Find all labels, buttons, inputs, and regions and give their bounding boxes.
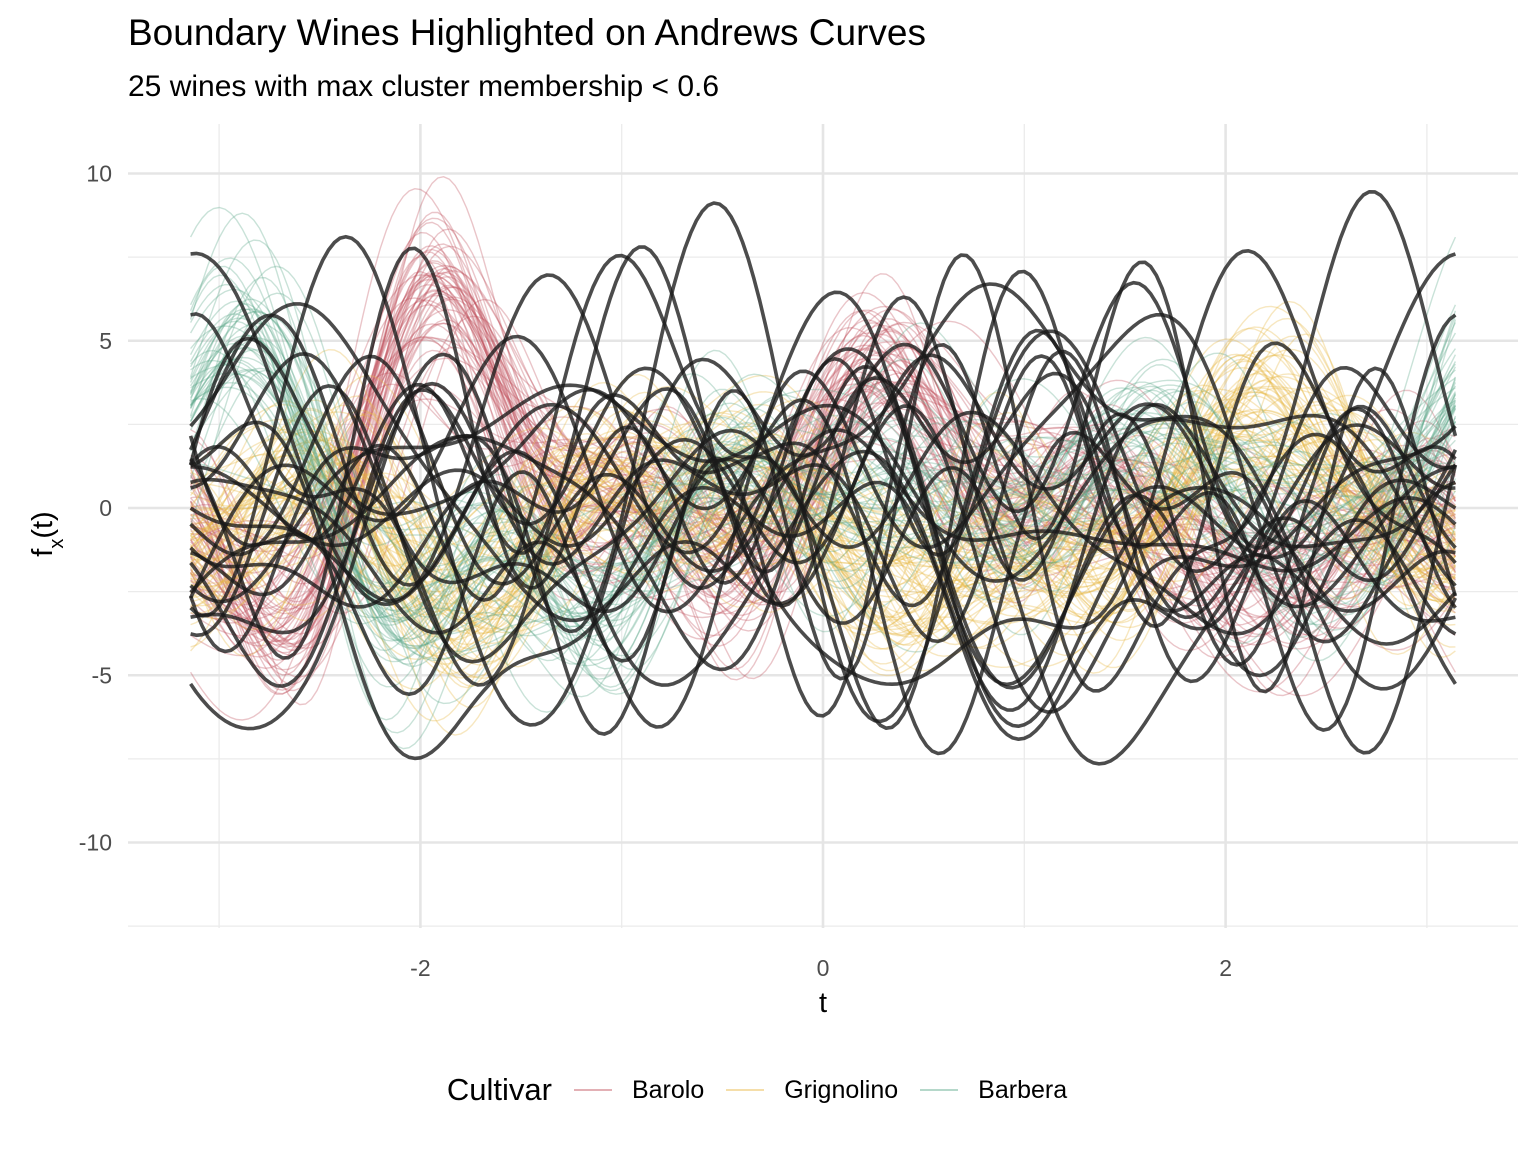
y-tick-label: 10 <box>86 161 112 187</box>
curve-grignolino <box>190 388 1456 632</box>
legend-key-barolo <box>573 1089 612 1091</box>
x-axis-title: t <box>819 987 827 1019</box>
curve-grignolino <box>190 366 1456 679</box>
curve-grignolino <box>190 399 1456 736</box>
curve-barbera <box>189 283 1457 642</box>
y-axis-title: fx(t) <box>27 511 68 556</box>
curve-boundary-wine <box>189 354 1457 586</box>
curve-barbera <box>190 346 1456 647</box>
curve-barolo <box>190 271 1456 645</box>
andrews-curves-plot: -2 0 2 -10 -5 0 5 10 t fx(t) <box>27 124 1518 1019</box>
y-tick-label: 0 <box>99 495 112 521</box>
legend-key-grignolino <box>726 1089 765 1091</box>
curve-boundary-wine <box>189 383 1457 604</box>
curve-grignolino <box>190 419 1456 648</box>
legend-item-barbera: Barbera <box>920 1076 1067 1105</box>
curve-grignolino <box>190 418 1456 679</box>
y-tick-label: -10 <box>79 830 112 856</box>
x-tick-label: 2 <box>1219 955 1232 981</box>
curve-grignolino <box>190 355 1456 709</box>
curve-barolo <box>190 175 1456 706</box>
curve-boundary-wine <box>189 201 1457 731</box>
curve-grignolino <box>190 339 1456 608</box>
y-tick-label: 5 <box>99 328 112 354</box>
curve-barbera <box>190 337 1456 668</box>
curve-boundary-wine <box>189 302 1457 714</box>
curve-barolo <box>190 284 1456 618</box>
curve-boundary-wine <box>190 251 1457 687</box>
curve-grignolino <box>190 381 1456 624</box>
curve-barbera <box>190 364 1456 638</box>
curve-boundary-wine <box>190 269 1457 732</box>
curve-boundary-wine <box>189 366 1456 761</box>
legend-label-barolo: Barolo <box>631 1075 705 1104</box>
chart-title: Boundary Wines Highlighted on Andrews Cu… <box>128 12 926 53</box>
curve-barolo <box>189 294 1457 670</box>
curve-grignolino <box>190 441 1456 650</box>
curve-barbera <box>189 358 1457 626</box>
y-tick-label: -5 <box>92 662 112 688</box>
curve-boundary-wine <box>189 245 1457 620</box>
curve-grignolino <box>190 326 1456 662</box>
curve-barbera <box>189 316 1457 692</box>
curve-grignolino <box>189 379 1457 656</box>
curve-grignolino <box>190 387 1456 669</box>
curve-barbera <box>189 313 1457 688</box>
curve-grignolino <box>190 327 1456 630</box>
legend-label-barbera: Barbera <box>978 1075 1068 1104</box>
curve-barolo <box>189 274 1457 646</box>
chart-subtitle: 25 wines with max cluster membership < 0… <box>128 70 720 103</box>
curve-barbera <box>189 368 1457 661</box>
curve-barbera <box>189 334 1457 721</box>
curve-barolo <box>189 261 1457 695</box>
curve-boundary-wine <box>190 313 1457 729</box>
curve-boundary-wine <box>188 313 1458 712</box>
curve-barbera <box>189 359 1457 657</box>
curve-grignolino <box>190 410 1456 645</box>
legend-key-barbera <box>920 1089 959 1091</box>
curve-grignolino <box>190 391 1456 616</box>
curve-boundary-wine <box>188 282 1458 691</box>
legend-label-grignolino: Grignolino <box>784 1075 899 1104</box>
highlighted-curves <box>188 190 1458 766</box>
legend-title: Cultivar <box>446 1072 552 1107</box>
legend-item-grignolino: Grignolino <box>726 1076 898 1105</box>
curve-barolo <box>189 255 1457 696</box>
x-tick-label: 0 <box>817 955 830 981</box>
curve-grignolino <box>190 406 1456 689</box>
curve-boundary-wine <box>189 246 1457 660</box>
axes: -2 0 2 -10 -5 0 5 10 <box>79 161 1232 982</box>
curve-grignolino <box>190 338 1456 657</box>
x-tick-label: -2 <box>410 955 430 981</box>
curve-grignolino <box>189 391 1457 679</box>
curve-barbera <box>189 265 1457 705</box>
legend: Cultivar Barolo Grignolino Barbera <box>0 1072 1536 1108</box>
curve-barolo <box>190 305 1456 650</box>
curve-barbera <box>189 276 1457 647</box>
legend-item-barolo: Barolo <box>573 1075 705 1105</box>
curve-barbera <box>190 373 1456 577</box>
curve-barbera <box>190 367 1456 670</box>
curve-barolo <box>189 270 1456 680</box>
